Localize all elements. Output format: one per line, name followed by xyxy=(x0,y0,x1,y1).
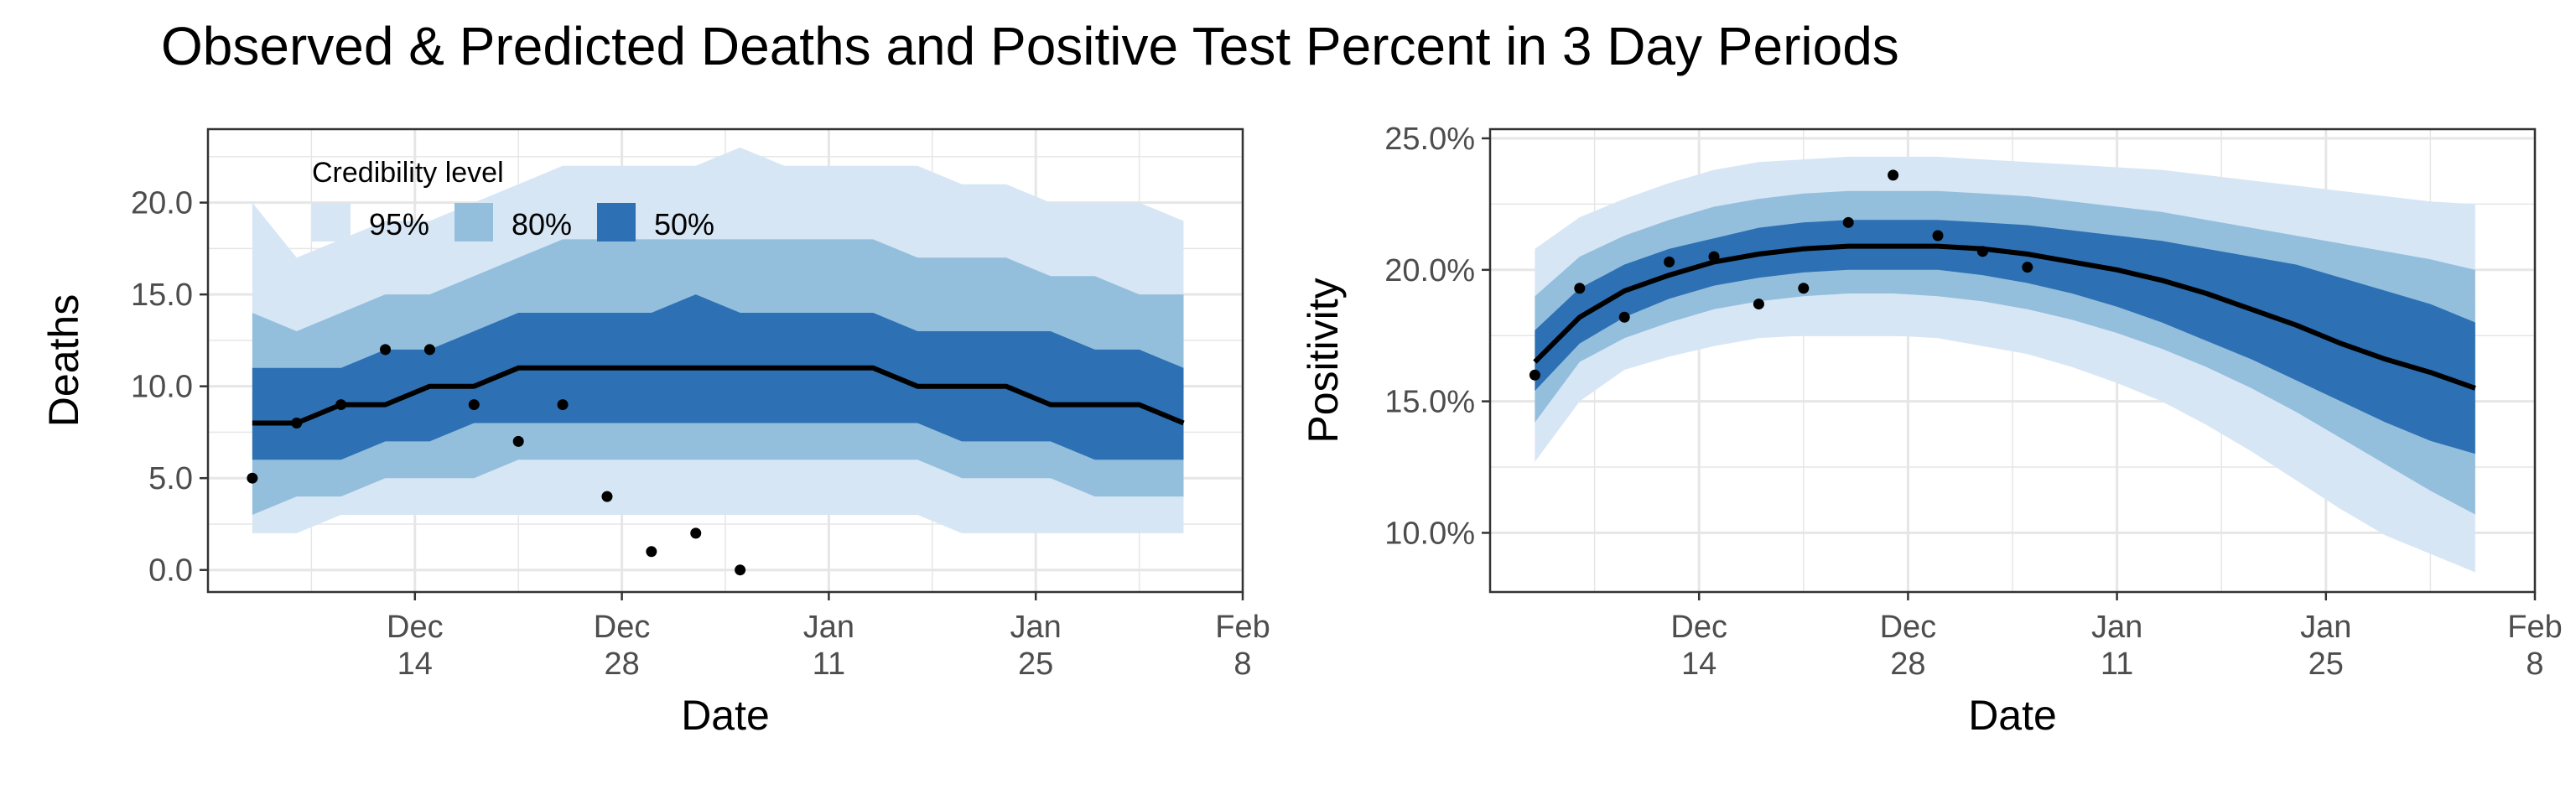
legend: Credibility level 95% 80% 50% xyxy=(312,157,714,242)
observed-point xyxy=(1574,283,1586,294)
x-tick-label-month: Feb xyxy=(2507,610,2562,645)
legend-key-50 xyxy=(597,203,636,242)
x-tick-label-month: Dec xyxy=(594,610,651,645)
legend-key-80 xyxy=(454,203,493,242)
y-tick-label: 20.0 xyxy=(131,186,193,221)
y-tick-label: 25.0% xyxy=(1384,122,1475,157)
observed-point xyxy=(2022,262,2033,273)
y-tick-label: 5.0 xyxy=(148,461,193,496)
chart-title: Observed & Predicted Deaths and Positive… xyxy=(161,16,1899,76)
positivity-panel: 10.0%15.0%20.0%25.0%Dec14Dec28Jan11Jan25… xyxy=(1300,122,2563,739)
observed-point xyxy=(1664,256,1675,267)
x-tick-label-month: Jan xyxy=(803,610,854,645)
observed-point xyxy=(335,399,347,411)
x-tick-label-day: 8 xyxy=(1233,647,1251,682)
y-tick-label: 20.0% xyxy=(1384,253,1475,288)
observed-point xyxy=(423,344,435,356)
observed-point xyxy=(512,435,524,447)
observed-point xyxy=(1529,369,1540,381)
legend-label: 80% xyxy=(512,207,572,242)
observed-point xyxy=(1842,216,1854,228)
x-tick-label-month: Dec xyxy=(1670,610,1727,645)
observed-point xyxy=(601,491,613,502)
median-line xyxy=(1533,243,2476,391)
observed-point xyxy=(247,472,258,484)
observed-point xyxy=(735,564,746,576)
x-tick-label-day: 28 xyxy=(604,647,639,682)
x-tick-label-month: Jan xyxy=(2091,610,2142,645)
observed-point xyxy=(690,527,702,539)
x-tick-label-month: Jan xyxy=(2300,610,2351,645)
observed-point xyxy=(1976,246,1988,257)
legend-title: Credibility level xyxy=(312,157,504,189)
legend-label: 50% xyxy=(654,207,714,242)
x-tick-label-day: 11 xyxy=(813,647,845,682)
y-tick-label: 10.0 xyxy=(131,370,193,405)
x-tick-label-month: Dec xyxy=(387,610,444,645)
y-axis-title: Positivity xyxy=(1300,278,1347,443)
observed-point xyxy=(1618,311,1630,323)
x-axis-title: Date xyxy=(681,692,770,739)
observed-point xyxy=(646,546,657,558)
legend-key-95 xyxy=(312,203,351,242)
x-tick-label-day: 8 xyxy=(2526,647,2543,682)
credible-band-50 xyxy=(1535,220,2475,454)
credible-band-50 xyxy=(252,294,1184,460)
y-tick-label: 0.0 xyxy=(148,553,193,589)
y-axis-title: Deaths xyxy=(40,294,87,427)
x-tick-label-day: 14 xyxy=(397,647,433,682)
legend-label: 95% xyxy=(369,207,429,242)
x-tick-label-day: 25 xyxy=(2309,647,2344,682)
y-tick-label: 15.0 xyxy=(131,278,193,313)
x-tick-label-month: Feb xyxy=(1215,610,1270,645)
x-tick-label-month: Dec xyxy=(1880,610,1937,645)
observed-point xyxy=(1888,169,1899,181)
y-tick-label: 15.0% xyxy=(1384,385,1475,420)
panel-border xyxy=(1488,127,2537,594)
observed-point xyxy=(1932,230,1944,242)
y-tick-label: 10.0% xyxy=(1384,516,1475,551)
panel-border xyxy=(206,127,1244,594)
observed-point xyxy=(1753,299,1764,310)
observed-point xyxy=(1708,251,1720,262)
x-tick-label-day: 14 xyxy=(1681,647,1716,682)
x-tick-label-day: 28 xyxy=(1890,647,1925,682)
observed-point xyxy=(1798,283,1810,294)
x-tick-label-day: 25 xyxy=(1018,647,1053,682)
x-axis-title: Date xyxy=(1968,692,2057,739)
observed-point xyxy=(291,417,303,428)
observed-point xyxy=(468,399,480,411)
median-line xyxy=(252,365,1185,426)
observed-point xyxy=(380,344,392,356)
x-tick-label-month: Jan xyxy=(1010,610,1062,645)
observed-point xyxy=(557,399,569,411)
deaths-panel: 0.05.010.015.020.0Dec14Dec28Jan11Jan25Fe… xyxy=(40,127,1270,739)
x-tick-label-day: 11 xyxy=(2101,647,2133,682)
